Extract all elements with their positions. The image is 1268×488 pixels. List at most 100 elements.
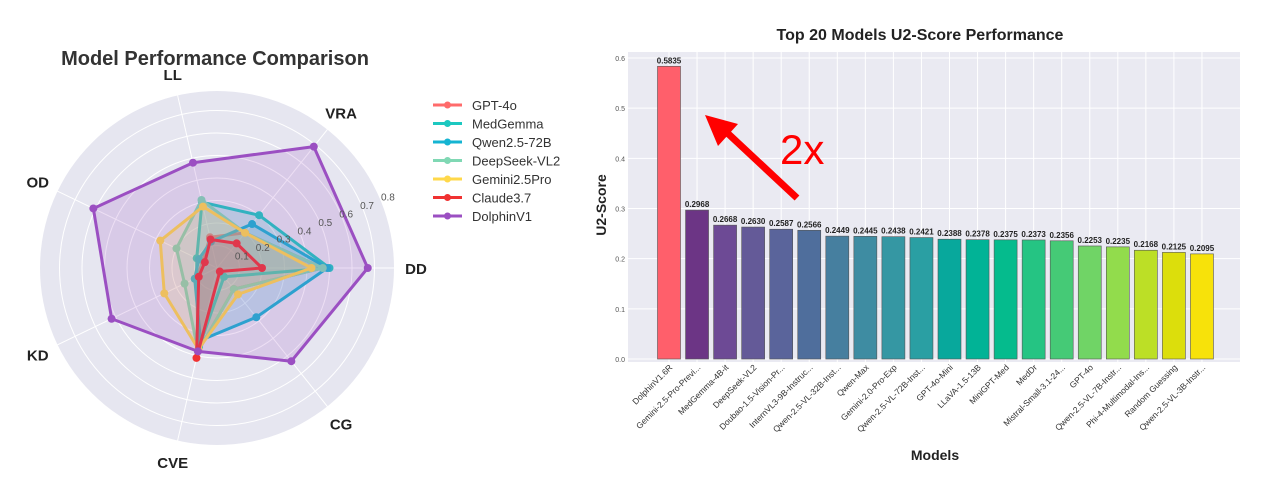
bar-chart: Top 20 Models U2-Score Performance 0.0 0.1… — [593, 27, 1240, 463]
radar-point — [309, 142, 318, 151]
radar-point — [192, 353, 201, 362]
radar-point — [180, 279, 189, 288]
x-tick-label: GPT-4o — [1067, 362, 1095, 390]
legend-marker — [444, 120, 451, 127]
radar-point — [206, 235, 215, 244]
bar — [825, 235, 850, 360]
radar-tick-label: 0.5 — [318, 218, 332, 229]
radar-tick-label: 0.4 — [297, 226, 311, 237]
legend-marker — [444, 175, 451, 183]
radar-title: Model Performance Comparison — [61, 48, 369, 70]
radar-chart: Model Performance Comparison DD VRA LL OD KD C… — [26, 48, 560, 472]
radar-point — [363, 264, 372, 272]
legend-label: MedGemma — [472, 117, 544, 132]
legend-label: Claude3.7 — [472, 191, 531, 206]
radar-axis-label: VRA — [325, 105, 357, 122]
bar-value-label: 0.2125 — [1162, 242, 1187, 251]
radar-point — [248, 220, 257, 229]
bar-value-label: 0.2968 — [685, 200, 710, 209]
bar — [909, 237, 934, 360]
y-tick-label: 0.4 — [615, 156, 625, 163]
radar-point — [252, 313, 261, 322]
annotation-arrowhead — [705, 115, 738, 146]
radar-point — [172, 244, 181, 253]
bar — [741, 226, 765, 360]
x-axis-label: Models — [911, 447, 959, 463]
radar-axis-label: CG — [330, 417, 353, 434]
radar-tick-label: 0.1 — [235, 252, 249, 263]
bar-value-label: 0.2378 — [965, 230, 990, 239]
radar-axis-label: KD — [27, 347, 49, 364]
legend-marker — [444, 194, 451, 201]
bar-value-label: 0.2587 — [769, 219, 794, 228]
y-axis-label: U2-Score — [593, 174, 609, 236]
radar-tick-label: 0.6 — [339, 209, 353, 220]
bar — [937, 238, 962, 360]
bar — [881, 236, 906, 360]
annotation-arrow — [719, 125, 800, 201]
x-tick-label: MedDr — [1014, 362, 1039, 387]
radar-point — [255, 211, 264, 220]
radar-point — [200, 258, 209, 267]
radar-point — [194, 255, 203, 264]
radar-axis-label: LL — [164, 67, 182, 84]
y-tick-label: 0.6 — [615, 56, 625, 63]
bar-value-label: 0.2388 — [937, 229, 962, 238]
bar-value-label: 0.2095 — [1190, 244, 1215, 253]
radar-point — [156, 236, 165, 245]
bar — [1190, 253, 1214, 360]
y-tick-label: 0.5 — [615, 106, 625, 113]
radar-point — [188, 158, 197, 167]
bar — [993, 239, 1018, 360]
radar-series-Claude3.7 — [194, 237, 264, 360]
radar-point — [194, 272, 203, 281]
legend-label: Qwen2.5-72B — [472, 135, 552, 150]
radar-point — [198, 202, 207, 211]
bar — [797, 229, 822, 360]
legend-label: Gemini2.5Pro — [472, 172, 551, 187]
bar — [965, 239, 990, 360]
legend-label: DeepSeek-VL2 — [472, 154, 560, 169]
y-tick-label: 0.2 — [615, 257, 625, 264]
radar-point — [160, 289, 169, 298]
bar-value-label: 0.2375 — [993, 230, 1018, 239]
bar-value-label: 0.2356 — [1049, 231, 1074, 240]
radar-point — [215, 267, 224, 276]
legend-marker — [444, 101, 451, 109]
radar-tick-label: 0.8 — [381, 193, 395, 204]
legend-marker — [444, 212, 451, 220]
radar-point — [318, 264, 327, 272]
y-tick-label: 0.1 — [615, 307, 625, 314]
radar-legend: GPT-4o MedGemma Qwen2.5-72B DeepSeek-VL2 Gem… — [433, 98, 560, 224]
legend-marker — [444, 138, 451, 146]
bar — [657, 65, 681, 360]
bar — [1021, 239, 1046, 360]
radar-series-DolphinV1 — [91, 145, 370, 363]
bar-value-label: 0.2373 — [1021, 230, 1046, 239]
radar-axis-label: CVE — [157, 455, 188, 472]
radar-point — [89, 204, 98, 213]
bar-value-label: 0.2235 — [1106, 237, 1131, 246]
annotation-text: 2x — [780, 126, 824, 173]
bar-value-label: 0.2566 — [797, 220, 822, 229]
bar-value-label: 0.2630 — [741, 217, 766, 226]
x-tick-label: MedGemma-4B-it — [676, 362, 731, 417]
radar-axis-label: DD — [405, 261, 427, 278]
bar-value-label: 0.2438 — [881, 227, 906, 236]
radar-point — [193, 347, 202, 356]
legend-marker — [444, 157, 451, 164]
bar — [1162, 252, 1186, 360]
radar-point — [234, 290, 243, 299]
radar-point — [287, 357, 296, 366]
radar-tick-label: 0.3 — [277, 235, 291, 246]
radar-axis-line — [57, 267, 218, 346]
radar-axis-line — [57, 190, 218, 269]
radar-point — [241, 228, 250, 237]
bar-value-label: 0.2445 — [853, 226, 878, 235]
radar-point — [107, 314, 116, 323]
bar-value-label: 0.2168 — [1134, 240, 1159, 249]
y-tick-label: 0.3 — [615, 207, 625, 214]
bar-value-label: 0.2253 — [1078, 236, 1103, 245]
bar — [685, 209, 709, 360]
